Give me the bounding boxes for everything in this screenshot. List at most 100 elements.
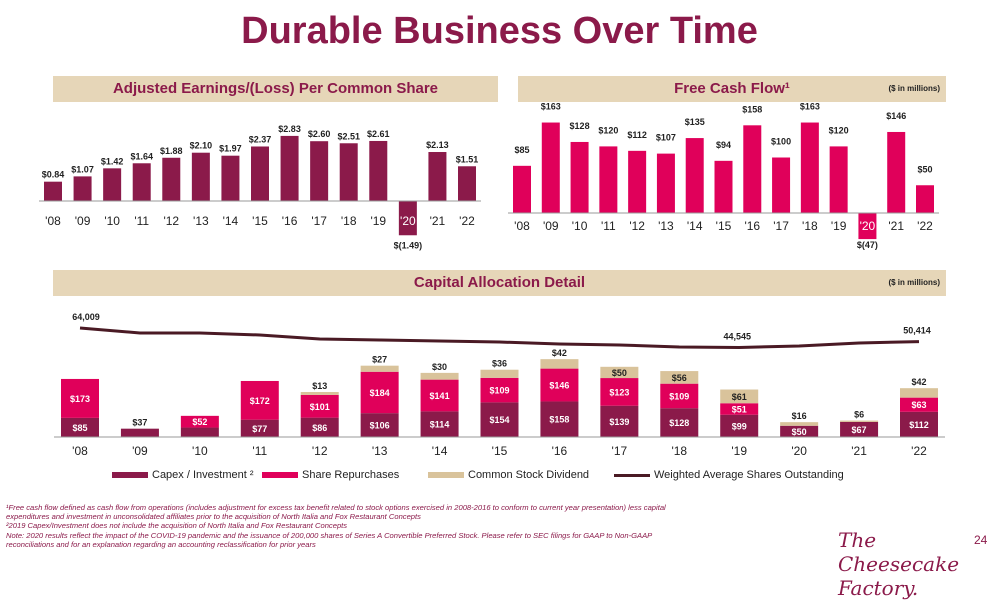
cap-segment-label-1-4: $101 bbox=[310, 402, 330, 412]
cap-segment-label-0-14: $112 bbox=[909, 420, 929, 430]
eps-tick-label-5: '13 bbox=[193, 214, 209, 228]
cap-segment-1-11 bbox=[720, 403, 759, 415]
footnotes: ¹Free cash flow defined as cash flow fro… bbox=[6, 503, 796, 549]
eps-value-label-14: $1.51 bbox=[456, 154, 479, 164]
cap-tick-label-0: '08 bbox=[72, 444, 88, 458]
eps-bar-7 bbox=[251, 146, 269, 201]
eps-tick-label-12: '20 bbox=[400, 214, 416, 228]
cap-segment-0-0 bbox=[61, 417, 99, 437]
fcf-tick-label-14: '22 bbox=[917, 219, 933, 233]
eps-tick-label-3: '11 bbox=[134, 214, 149, 228]
fcf-tick-label-8: '16 bbox=[744, 219, 760, 233]
cap-segment-2-12 bbox=[780, 422, 819, 426]
cap-tick-label-6: '14 bbox=[432, 444, 448, 458]
cap-segment-label-2-8: $42 bbox=[552, 348, 567, 358]
cap-segment-label-0-6: $114 bbox=[430, 420, 450, 430]
eps-bar-10 bbox=[339, 143, 358, 201]
cap-segment-0-5 bbox=[360, 413, 399, 437]
fcf-bar-11 bbox=[829, 146, 848, 213]
cap-tick-label-11: '19 bbox=[731, 444, 747, 458]
cap-segment-1-6 bbox=[420, 379, 459, 412]
legend-shares-line bbox=[614, 473, 650, 477]
eps-value-label-4: $1.88 bbox=[160, 146, 183, 156]
fcf-value-label-4: $112 bbox=[627, 130, 647, 140]
footnote-1b: expenditures and investment in unconsoli… bbox=[6, 512, 421, 522]
eps-bar-4 bbox=[162, 157, 181, 201]
fcf-bar-6 bbox=[685, 138, 704, 213]
fcf-value-label-2: $128 bbox=[570, 121, 590, 131]
cap-segment-label-1-5: $184 bbox=[370, 388, 390, 398]
legend-capex-swatch bbox=[112, 472, 148, 479]
fcf-tick-label-1: '09 bbox=[543, 219, 559, 233]
eps-value-label-8: $2.83 bbox=[278, 124, 301, 134]
cap-segment-label-0-13: $67 bbox=[852, 425, 867, 435]
cap-segment-2-7 bbox=[480, 369, 519, 378]
cap-tick-label-9: '17 bbox=[612, 444, 628, 458]
cap-segment-label-1-11: $51 bbox=[732, 404, 747, 414]
cap-segment-2-5 bbox=[360, 365, 399, 372]
cap-segment-label-2-7: $36 bbox=[492, 359, 507, 369]
footnote-2: ²2019 Capex/Investment does not include … bbox=[6, 521, 348, 531]
eps-bar-12 bbox=[398, 201, 417, 236]
fcf-unit: ($ in millions) bbox=[888, 84, 940, 93]
fcf-value-label-5: $107 bbox=[656, 133, 676, 143]
cap-segment-1-4 bbox=[300, 394, 339, 418]
eps-tick-label-9: '17 bbox=[311, 214, 327, 228]
cap-tick-label-1: '09 bbox=[132, 444, 148, 458]
eps-value-label-13: $2.13 bbox=[426, 140, 449, 150]
fcf-value-label-10: $163 bbox=[800, 102, 820, 112]
cap-segment-2-10 bbox=[660, 371, 699, 384]
eps-value-label-6: $1.97 bbox=[219, 144, 242, 154]
cap-segment-label-0-12: $50 bbox=[792, 427, 807, 437]
cap-segment-2-4 bbox=[300, 392, 339, 395]
eps-value-label-12: $(1.49) bbox=[394, 240, 423, 250]
footnote-1a: ¹Free cash flow defined as cash flow fro… bbox=[6, 503, 666, 512]
cap-segment-label-0-11: $99 bbox=[732, 421, 747, 431]
cap-segment-1-3 bbox=[240, 380, 279, 420]
legend-dividend: Common Stock Dividend bbox=[428, 469, 589, 481]
charts-canvas: $0.84 '08 $1.07 '09 $1.42 '10 $1.64 '11 $1.88 '12… bbox=[39, 102, 945, 458]
fcf-bar-13 bbox=[887, 131, 906, 213]
fcf-tick-label-9: '17 bbox=[773, 219, 789, 233]
cap-segment-2-8 bbox=[540, 359, 579, 369]
shares-label-2: 50,414 bbox=[903, 326, 931, 336]
eps-value-label-7: $2.37 bbox=[249, 134, 272, 144]
fcf-value-label-11: $120 bbox=[829, 125, 849, 135]
eps-value-label-10: $2.51 bbox=[337, 131, 360, 141]
fcf-tick-label-7: '15 bbox=[716, 219, 732, 233]
cap-segment-label-1-9: $123 bbox=[609, 387, 629, 397]
fcf-tick-label-0: '08 bbox=[514, 219, 530, 233]
cap-segment-2-13 bbox=[840, 420, 879, 422]
fcf-tick-label-11: '19 bbox=[831, 219, 847, 233]
cap-segment-1-8 bbox=[540, 368, 579, 402]
cap-segment-1-10 bbox=[660, 383, 699, 409]
eps-bar-1 bbox=[73, 176, 92, 201]
cap-segment-label-0-3: $77 bbox=[252, 424, 267, 434]
eps-tick-label-10: '18 bbox=[341, 214, 357, 228]
cap-segment-0-10 bbox=[660, 408, 699, 437]
page-title: Durable Business Over Time bbox=[241, 10, 758, 52]
cap-segment-label-1-14: $63 bbox=[911, 400, 926, 410]
eps-tick-label-4: '12 bbox=[163, 214, 179, 228]
cap-segment-label-1-8: $146 bbox=[549, 381, 569, 391]
shares-label-0: 64,009 bbox=[72, 312, 100, 322]
cap-segment-label-0-9: $139 bbox=[609, 417, 629, 427]
capital-heading: Capital Allocation Detail bbox=[413, 274, 586, 291]
footnote-note-a: Note: 2020 results reflect the impact of… bbox=[6, 530, 653, 540]
cap-segment-label-0-5: $106 bbox=[370, 421, 390, 431]
cap-tick-label-7: '15 bbox=[492, 444, 508, 458]
eps-bar-3 bbox=[132, 163, 151, 201]
eps-value-label-2: $1.42 bbox=[101, 156, 124, 166]
eps-bar-9 bbox=[310, 141, 329, 201]
eps-value-label-3: $1.64 bbox=[130, 151, 153, 161]
eps-tick-label-13: '21 bbox=[430, 214, 446, 228]
legend-capex: Capex / Investment ² bbox=[112, 469, 254, 481]
cap-segment-label-2-6: $30 bbox=[432, 362, 447, 372]
capital-header: Capital Allocation Detail ($ in millions… bbox=[53, 270, 946, 296]
fcf-value-label-0: $85 bbox=[514, 145, 529, 155]
legend-capex-label: Capex / Investment ² bbox=[152, 469, 254, 481]
legend-dividend-swatch bbox=[428, 472, 464, 479]
cap-segment-0-13 bbox=[840, 421, 879, 437]
cap-segment-label-1-3: $172 bbox=[250, 396, 270, 406]
fcf-header: Free Cash Flow¹ ($ in millions) bbox=[518, 76, 946, 102]
